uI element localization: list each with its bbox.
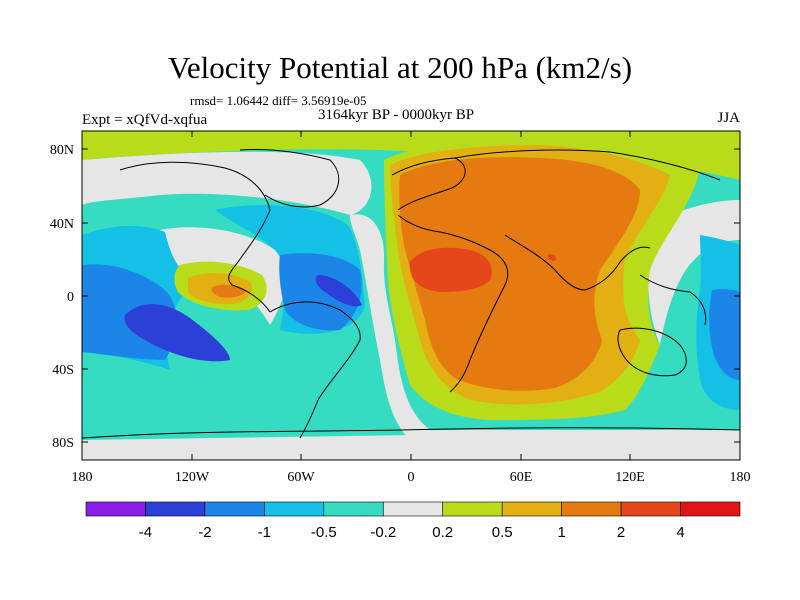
contour-blue-west-pacific <box>709 289 740 380</box>
colorbar <box>85 501 741 517</box>
colorbar-swatch <box>85 501 146 517</box>
x-label-180e: 180 <box>730 470 751 485</box>
season-label: JJA <box>717 110 740 126</box>
contour-orange-eastern <box>399 157 640 391</box>
contour-orange-epac <box>211 284 246 298</box>
colorbar-swatch <box>204 501 265 517</box>
colorbar-swatch <box>382 501 444 517</box>
x-label-120e: 120E <box>615 470 645 485</box>
contour-redorange-africa <box>409 247 492 292</box>
contour-neutral-south <box>82 430 740 460</box>
contour-deepblue-amazon <box>315 275 362 307</box>
period-label: 3164kyr BP - 0000kyr BP <box>318 107 475 123</box>
colorbar-swatch <box>620 501 681 517</box>
colorbar-swatch <box>501 501 562 517</box>
colorbar-swatch <box>680 501 741 517</box>
colorbar-label: -1 <box>258 524 271 541</box>
x-label-60w: 60W <box>287 470 315 485</box>
colorbar-label: -2 <box>198 524 211 541</box>
colorbar-swatch <box>561 501 622 517</box>
x-label-120w: 120W <box>175 470 210 485</box>
contour-teal-south <box>82 385 385 440</box>
colorbar-label: 1 <box>557 524 565 541</box>
x-label-0: 0 <box>408 470 415 485</box>
contour-neutral-north <box>82 151 372 215</box>
experiment-label: Expt = xQfVd-xqfua <box>82 112 208 128</box>
coastlines <box>82 149 740 439</box>
y-label-0: 0 <box>67 290 74 305</box>
y-label-80n: 80N <box>50 143 74 158</box>
colorbar-label: -0.2 <box>370 524 396 541</box>
y-label-40s: 40S <box>52 363 74 378</box>
colorbar-label: 2 <box>617 524 625 541</box>
colorbar-label: 4 <box>676 524 684 541</box>
colorbar-label: -0.5 <box>311 524 337 541</box>
colorbar-label: 0.2 <box>432 524 453 541</box>
colorbar-swatch <box>145 501 206 517</box>
contour-deepblue-pacific <box>124 304 230 362</box>
x-label-60e: 60E <box>510 470 533 485</box>
axis-ticks <box>81 131 741 460</box>
contour-field <box>82 131 740 460</box>
colorbar-label: 0.5 <box>492 524 513 541</box>
colorbar-swatch <box>442 501 503 517</box>
statistics-text: rmsd= 1.06442 diff= 3.56919e-05 <box>190 93 367 108</box>
y-label-80s: 80S <box>52 436 74 451</box>
colorbar-swatch <box>323 501 384 517</box>
x-label-180w: 180 <box>72 470 93 485</box>
map-title: Velocity Potential at 200 hPa (km2/s) <box>167 50 633 85</box>
contour-neutral-west-pacific <box>648 200 740 345</box>
y-label-40n: 40N <box>50 217 74 232</box>
colorbar-labels: -4 -2 -1 -0.5 -0.2 0.2 0.5 1 2 4 <box>139 524 685 541</box>
colorbar-swatch <box>264 501 325 517</box>
contour-redorange-dot <box>548 254 557 261</box>
colorbar-label: -4 <box>139 524 152 541</box>
